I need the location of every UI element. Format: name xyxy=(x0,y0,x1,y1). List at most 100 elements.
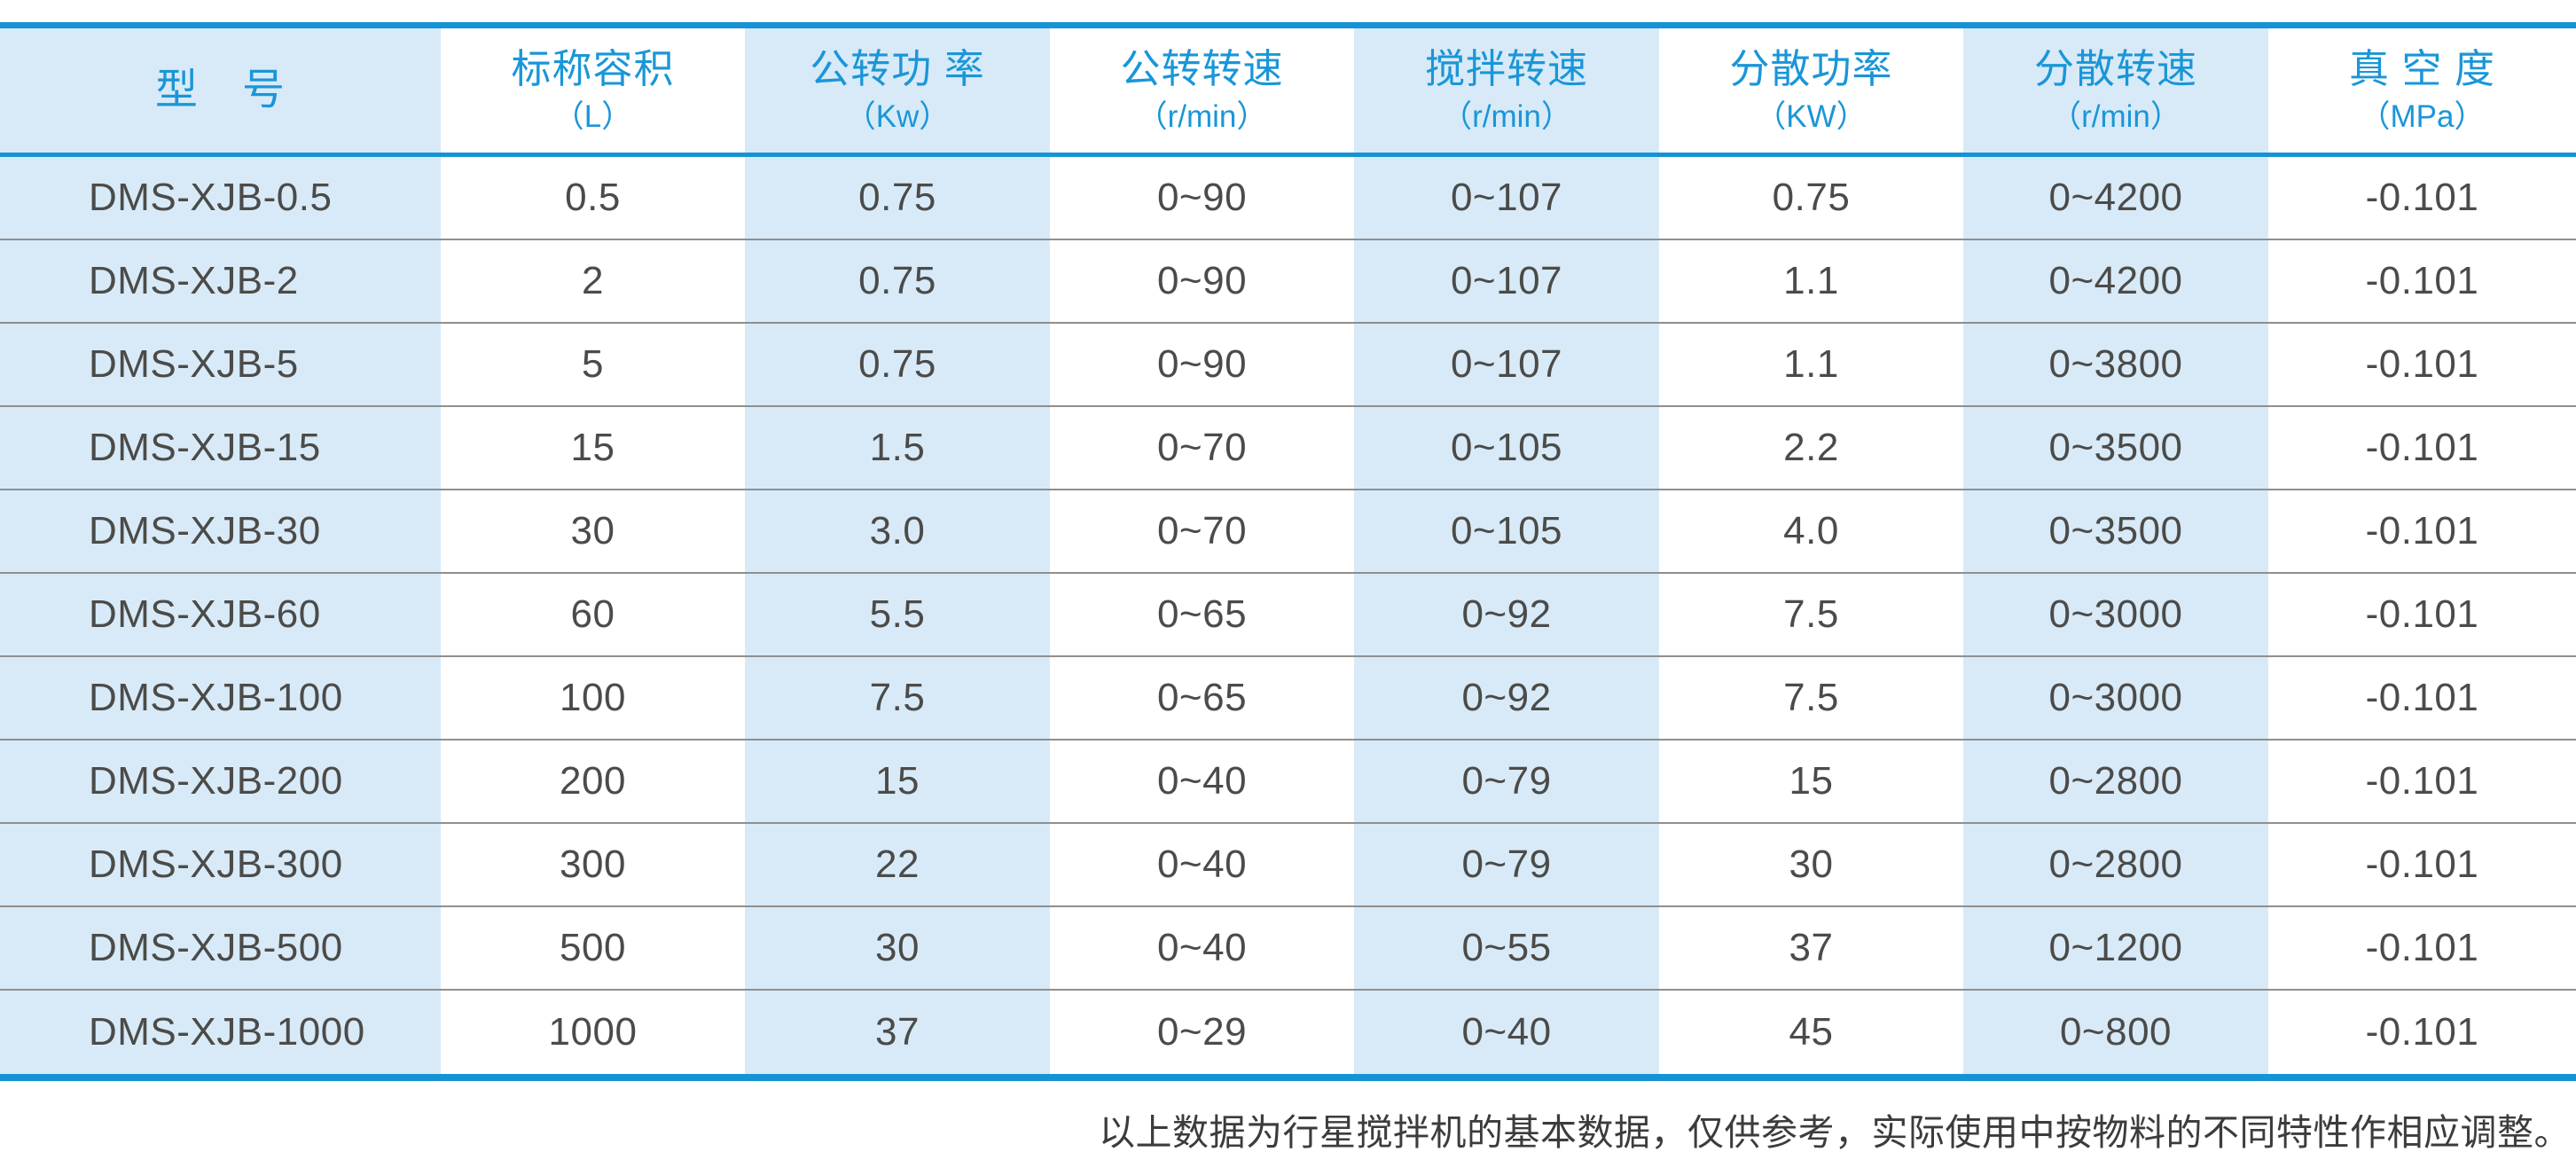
header-cell-4: 搅拌转速 （r/min） xyxy=(1354,28,1659,153)
table-row: DMS-XJB-5 5 0.75 0~90 0~107 1.1 0~3800 -0.101 xyxy=(0,324,2576,407)
value-cell: 37 xyxy=(1789,926,1834,969)
value-cell: -0.101 xyxy=(2365,926,2479,969)
value-cell: 0~70 xyxy=(1156,426,1248,469)
footnote: 以上数据为行星搅拌机的基本数据，仅供参考，实际使用中按物料的不同特性作相应调整。 xyxy=(1099,1111,2571,1152)
value-cell: 37 xyxy=(745,991,1050,1074)
value-cell: 0~105 xyxy=(1354,407,1659,489)
value-cell: 45 xyxy=(1789,1010,1834,1054)
value-cell: 2 xyxy=(582,259,604,302)
table-row: DMS-XJB-15 15 1.5 0~70 0~105 2.2 0~3500 -0.101 xyxy=(0,407,2576,490)
model-cell: DMS-XJB-300 xyxy=(0,824,441,905)
value-cell: 0~3500 xyxy=(1963,407,2268,489)
value-cell: 0~1200 xyxy=(1963,907,2268,989)
value-cell: 500 xyxy=(560,926,626,969)
header-title: 真 空 度 xyxy=(2348,46,2495,91)
value-cell: 300 xyxy=(560,842,626,886)
value-cell: 0~800 xyxy=(1963,991,2268,1074)
value-cell: 3.0 xyxy=(745,490,1050,572)
model-cell: DMS-XJB-200 xyxy=(0,741,441,822)
header-title: 型 号 xyxy=(154,67,286,114)
value-cell: 2.2 xyxy=(1783,426,1839,469)
model-cell: DMS-XJB-100 xyxy=(0,657,441,739)
table-row: DMS-XJB-200 200 15 0~40 0~79 15 0~2800 -0.101 xyxy=(0,741,2576,824)
value-cell: 4.0 xyxy=(1783,509,1839,552)
table-body: DMS-XJB-0.5 0.5 0.75 0~90 0~107 0.75 0~4200 -0.… xyxy=(0,157,2576,1074)
table-row: DMS-XJB-30 30 3.0 0~70 0~105 4.0 0~3500 -0.101 xyxy=(0,490,2576,574)
value-cell: 30 xyxy=(745,907,1050,989)
table-row: DMS-XJB-300 300 22 0~40 0~79 30 0~2800 -0.101 xyxy=(0,824,2576,907)
value-cell: 15 xyxy=(745,741,1050,822)
value-cell: 0~4200 xyxy=(1963,240,2268,322)
table-row: DMS-XJB-1000 1000 37 0~29 0~40 45 0~800 -0.101 xyxy=(0,991,2576,1074)
model-cell: DMS-XJB-5 xyxy=(0,324,441,405)
value-cell: 0~4200 xyxy=(1963,157,2268,239)
value-cell: 0~3000 xyxy=(1963,657,2268,739)
header-cell-6: 分散转速 （r/min） xyxy=(1963,28,2268,153)
value-cell: 15 xyxy=(570,426,615,469)
header-unit: （MPa） xyxy=(2359,98,2486,134)
header-unit: （L） xyxy=(552,98,633,134)
table-row: DMS-XJB-2 2 0.75 0~90 0~107 1.1 0~4200 -0.101 xyxy=(0,240,2576,324)
header-cell-2: 公转功 率 （Kw） xyxy=(745,28,1050,153)
value-cell: -0.101 xyxy=(2365,342,2479,386)
value-cell: 0~105 xyxy=(1354,490,1659,572)
value-cell: 0~2800 xyxy=(1963,741,2268,822)
value-cell: 0~29 xyxy=(1156,1010,1248,1054)
value-cell: -0.101 xyxy=(2365,426,2479,469)
value-cell: 1.1 xyxy=(1783,342,1839,386)
value-cell: 0~90 xyxy=(1156,342,1248,386)
value-cell: 0.75 xyxy=(1772,176,1851,219)
value-cell: 0~79 xyxy=(1354,824,1659,905)
value-cell: 0~65 xyxy=(1156,592,1248,636)
model-cell: DMS-XJB-1000 xyxy=(0,991,441,1074)
value-cell: 7.5 xyxy=(1783,676,1839,719)
value-cell: -0.101 xyxy=(2365,509,2479,552)
value-cell: 60 xyxy=(570,592,615,636)
value-cell: 200 xyxy=(560,759,626,803)
table-row: DMS-XJB-0.5 0.5 0.75 0~90 0~107 0.75 0~4200 -0.… xyxy=(0,157,2576,240)
value-cell: 100 xyxy=(560,676,626,719)
value-cell: 0.75 xyxy=(745,240,1050,322)
table-top-border xyxy=(0,22,2576,28)
table-row: DMS-XJB-100 100 7.5 0~65 0~92 7.5 0~3000 -0.101 xyxy=(0,657,2576,741)
table-row: DMS-XJB-60 60 5.5 0~65 0~92 7.5 0~3000 -0.101 xyxy=(0,574,2576,657)
header-unit: （r/min） xyxy=(2050,98,2181,134)
value-cell: 0~40 xyxy=(1156,842,1248,886)
value-cell: 22 xyxy=(745,824,1050,905)
value-cell: 0.5 xyxy=(565,176,621,219)
value-cell: 0~40 xyxy=(1354,991,1659,1074)
header-unit: （r/min） xyxy=(1136,98,1268,134)
header-cell-0: 型 号 xyxy=(0,28,441,153)
value-cell: 0.75 xyxy=(745,157,1050,239)
header-separator xyxy=(0,153,2576,157)
value-cell: 0~107 xyxy=(1354,157,1659,239)
model-cell: DMS-XJB-500 xyxy=(0,907,441,989)
value-cell: -0.101 xyxy=(2365,759,2479,803)
header-unit: （r/min） xyxy=(1441,98,1572,134)
header-cell-3: 公转转速 （r/min） xyxy=(1050,28,1354,153)
value-cell: -0.101 xyxy=(2365,592,2479,636)
value-cell: 0~107 xyxy=(1354,324,1659,405)
value-cell: 1000 xyxy=(548,1010,638,1054)
value-cell: 0~92 xyxy=(1354,657,1659,739)
model-cell: DMS-XJB-60 xyxy=(0,574,441,655)
value-cell: -0.101 xyxy=(2365,176,2479,219)
value-cell: 0~70 xyxy=(1156,509,1248,552)
value-cell: 7.5 xyxy=(745,657,1050,739)
value-cell: 0~107 xyxy=(1354,240,1659,322)
value-cell: 5 xyxy=(582,342,604,386)
value-cell: 0~40 xyxy=(1156,759,1248,803)
header-unit: （KW） xyxy=(1755,98,1867,134)
value-cell: 0~90 xyxy=(1156,176,1248,219)
table-header-row: 型 号 标称容积 （L） 公转功 率 （Kw） 公转转速 （r/min） 搅拌转速 （r/min… xyxy=(0,28,2576,153)
value-cell: 30 xyxy=(1789,842,1834,886)
value-cell: 7.5 xyxy=(1783,592,1839,636)
model-cell: DMS-XJB-2 xyxy=(0,240,441,322)
value-cell: -0.101 xyxy=(2365,676,2479,719)
value-cell: 0~3000 xyxy=(1963,574,2268,655)
value-cell: -0.101 xyxy=(2365,259,2479,302)
header-title: 分散功率 xyxy=(1729,46,1893,91)
value-cell: 0~3800 xyxy=(1963,324,2268,405)
value-cell: 0~40 xyxy=(1156,926,1248,969)
value-cell: 0~65 xyxy=(1156,676,1248,719)
